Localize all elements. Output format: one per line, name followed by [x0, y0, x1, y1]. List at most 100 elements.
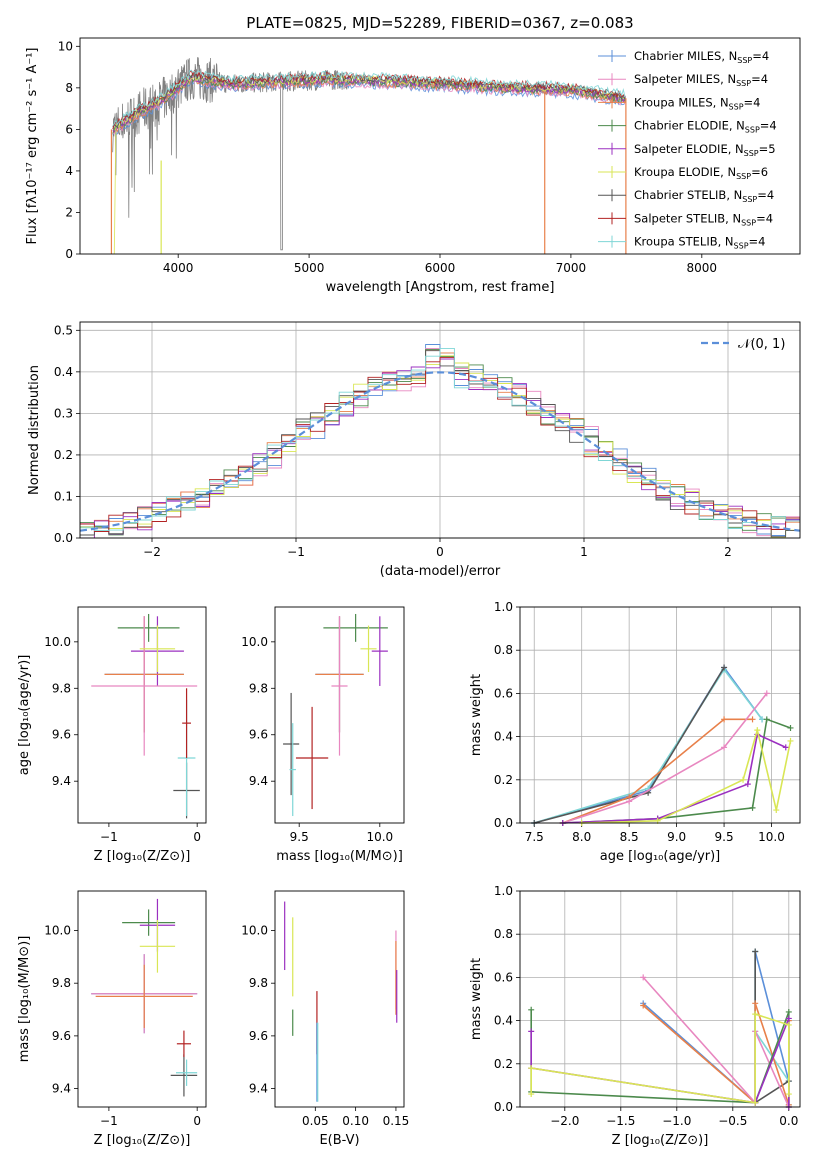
- x-tick-label: −2: [143, 545, 161, 559]
- weight-marker: [752, 1000, 759, 1007]
- y-tick-label: 9.8: [249, 681, 268, 695]
- errorbar-point: [122, 909, 176, 936]
- x-tick-label: 0: [436, 545, 444, 559]
- weight-marker: [785, 1021, 792, 1028]
- age_vs_mass-frame: [274, 606, 405, 824]
- weight-series-line: [754, 951, 790, 1105]
- legend-suffix: =4: [744, 95, 761, 109]
- errorbar-point: [139, 919, 176, 973]
- y-tick-label: 9.4: [52, 774, 71, 788]
- residuals-xlabel: (data-model)/error: [380, 564, 501, 579]
- errorbar-point: [170, 1054, 198, 1097]
- mass_vs_EBV-points: [284, 901, 398, 1102]
- mass_vs_Z-xlabel: Z [log₁₀(Z/Z⊙)]: [94, 1133, 191, 1148]
- errorbar-point: [91, 616, 198, 756]
- y-tick-label: 0.4: [494, 1014, 513, 1028]
- errorbar-point: [117, 613, 180, 642]
- y-tick-label: 0.4: [494, 730, 513, 744]
- legend-label: Chabrier STELIB, NSSP=4: [634, 188, 774, 204]
- legend-label: Kroupa MILES, NSSP=4: [634, 95, 760, 111]
- x-tick-label: −1: [100, 830, 118, 844]
- weight_vs_age-ylabel: mass weight: [469, 674, 484, 756]
- weight_vs_age-lines: [531, 664, 794, 826]
- x-tick-label: 5000: [294, 261, 325, 275]
- spectrum-legend: Chabrier MILES, NSSP=4 Salpeter MILES, NS…: [598, 49, 777, 251]
- legend-subscript: SSP: [742, 195, 757, 204]
- legend-subscript: SSP: [741, 218, 756, 227]
- spectrum-axes: 4000 5000 6000 7000 8000 0 2 4 6 8 10 wavelength [A…: [25, 39, 717, 295]
- mass_vs_EBV-frame: [274, 890, 405, 1108]
- x-tick-label: 8000: [687, 261, 718, 275]
- y-tick-label: 0.4: [54, 365, 73, 379]
- x-tick-label: −1: [100, 1114, 118, 1128]
- mass_vs_EBV-axes: 0.05 0.10 0.15 9.4 9.6 9.8 10.0 E(B-V): [241, 924, 409, 1148]
- figure-title: PLATE=0825, MJD=52289, FIBERID=0367, z=0…: [246, 14, 633, 32]
- y-tick-label: 9.6: [249, 728, 268, 742]
- weight-marker: [721, 664, 728, 671]
- age_vs_mass-xlabel: mass [log₁₀(M/M⊙)]: [276, 849, 403, 864]
- y-tick-label: 9.4: [249, 774, 268, 788]
- legend-label: Salpeter STELIB, NSSP=4: [634, 211, 773, 227]
- weight-marker: [640, 1002, 647, 1009]
- spectrum-ylabel: Flux [fλ10⁻¹⁷ erg cm⁻² s⁻¹ A⁻¹]: [25, 48, 40, 245]
- legend-subscript: SSP: [745, 126, 760, 135]
- model-spectrum-line: [112, 69, 626, 127]
- weight-marker: [752, 1011, 759, 1018]
- age_vs_Z-axes: −1 0 9.4 9.6 9.8 10.0 Z [log₁₀(Z/Z⊙)] age [log₁…: [17, 635, 201, 864]
- y-tick-label: 9.8: [52, 681, 71, 695]
- legend-suffix: =4: [752, 49, 769, 63]
- weight-marker: [782, 744, 789, 751]
- errorbar-point: [95, 964, 193, 1028]
- weight-marker: [528, 1065, 535, 1072]
- errorbar-point: [295, 706, 329, 810]
- weight-marker: [749, 716, 756, 723]
- legend-label: Salpeter ELODIE, NSSP=5: [634, 142, 776, 158]
- x-tick-label: 2: [724, 545, 732, 559]
- y-tick-label: 0.8: [494, 643, 513, 657]
- x-tick-label: 0.0: [779, 1114, 798, 1128]
- y-tick-label: 0.0: [494, 816, 513, 830]
- weight-series-line: [533, 666, 763, 824]
- residuals-plot: [80, 344, 800, 538]
- legend-subscript: SSP: [737, 56, 752, 65]
- x-tick-label: 9.0: [667, 830, 686, 844]
- errorbar-point: [371, 616, 388, 686]
- errorbar-point: [175, 1059, 198, 1086]
- y-tick-label: 0: [65, 247, 73, 261]
- weight-series-line: [581, 726, 792, 824]
- weight-marker: [785, 1008, 792, 1015]
- y-tick-label: 0.5: [54, 323, 73, 337]
- legend-label: Chabrier MILES, NSSP=4: [634, 49, 769, 65]
- age_vs_Z-points: [91, 613, 200, 819]
- y-tick-label: 9.4: [52, 1082, 71, 1096]
- x-tick-label: 9.5: [290, 830, 309, 844]
- mass_vs_Z-frame: [77, 890, 207, 1108]
- legend-suffix: =4: [757, 188, 774, 202]
- x-tick-label: 7.5: [525, 830, 544, 844]
- y-tick-label: 0.2: [494, 773, 513, 787]
- y-tick-label: 10: [58, 39, 73, 53]
- y-tick-label: 8: [65, 81, 73, 95]
- y-tick-label: 0.0: [54, 531, 73, 545]
- y-tick-label: 10.0: [241, 635, 268, 649]
- x-tick-label: 0.05: [302, 1114, 329, 1128]
- legend-label: Chabrier ELODIE, NSSP=4: [634, 119, 777, 135]
- x-tick-label: 6000: [425, 261, 456, 275]
- y-tick-label: 1.0: [494, 884, 513, 898]
- mass_vs_Z-axes: −1 0 9.4 9.6 9.8 10.0 Z [log₁₀(Z/Z⊙)] mass [log…: [17, 924, 201, 1148]
- weight-marker: [785, 1015, 792, 1022]
- weight-series-line: [530, 1009, 790, 1107]
- y-tick-label: 2: [65, 205, 73, 219]
- legend-suffix: =4: [751, 72, 768, 86]
- y-tick-label: 10.0: [241, 924, 268, 938]
- mass_vs_Z-ylabel: mass [log₁₀(M/M⊙)]: [17, 936, 32, 1063]
- x-tick-label: −1.5: [606, 1114, 635, 1128]
- weight_vs_Z-frame: [519, 890, 801, 1108]
- x-tick-label: 0: [193, 830, 201, 844]
- weight-marker: [528, 1028, 535, 1035]
- legend-subscript: SSP: [734, 242, 749, 251]
- weight-marker: [740, 776, 747, 783]
- y-tick-label: 1.0: [494, 600, 513, 614]
- residuals-ylabel: Normed distribution: [27, 365, 42, 495]
